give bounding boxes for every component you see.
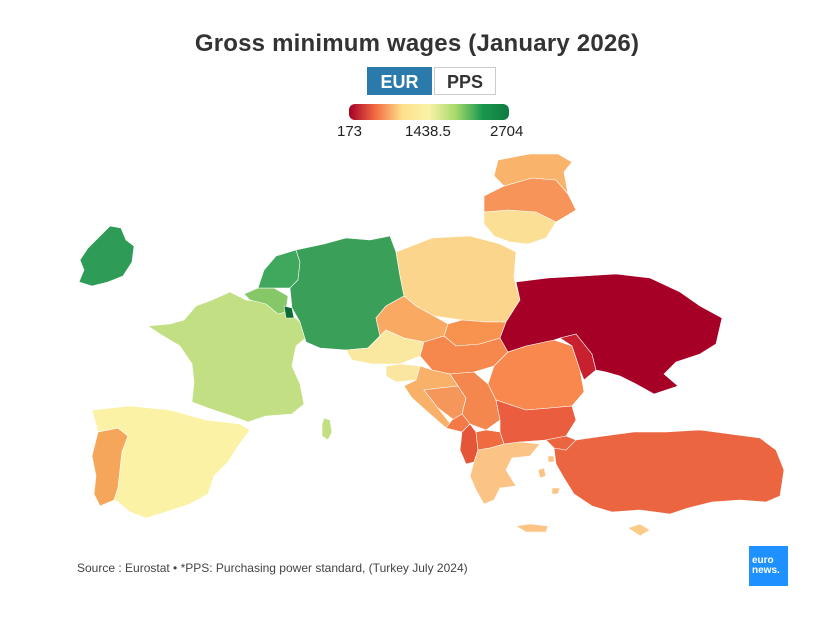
region-estonia[interactable]	[493, 153, 573, 196]
region-ireland[interactable]	[78, 225, 135, 287]
logo-line-2: news.	[752, 565, 780, 576]
eur-button[interactable]: EUR	[367, 67, 432, 95]
region-greece[interactable]	[469, 441, 541, 505]
legend-min: 173	[337, 123, 363, 140]
region-turkey-thrace[interactable]	[545, 435, 577, 451]
source-note: Source : Eurostat • *PPS: Purchasing pow…	[77, 561, 468, 575]
region-cyprus[interactable]	[627, 523, 651, 537]
legend-mid: 1438.5	[405, 123, 451, 140]
region-ukraine[interactable]	[499, 273, 723, 395]
region-corsica[interactable]	[321, 417, 333, 441]
euronews-logo: euro news.	[749, 546, 788, 586]
region-slovenia[interactable]	[385, 363, 421, 383]
region-crete[interactable]	[515, 523, 549, 533]
legend-max: 2704	[490, 123, 524, 140]
chart-title: Gross minimum wages (January 2026)	[194, 30, 640, 57]
region-spain[interactable]	[91, 405, 251, 519]
region-netherlands[interactable]	[257, 249, 301, 289]
region-aegean-islands[interactable]	[537, 455, 561, 495]
color-legend: 173 1438.5 2704	[330, 104, 530, 144]
region-montenegro[interactable]	[445, 413, 471, 433]
currency-toggle: EUR PPS	[367, 67, 496, 95]
legend-gradient	[349, 104, 509, 120]
pps-button[interactable]: PPS	[434, 67, 496, 95]
region-turkey[interactable]	[553, 429, 785, 515]
logo-line-1: euro	[752, 555, 774, 566]
region-luxembourg[interactable]	[283, 305, 295, 319]
